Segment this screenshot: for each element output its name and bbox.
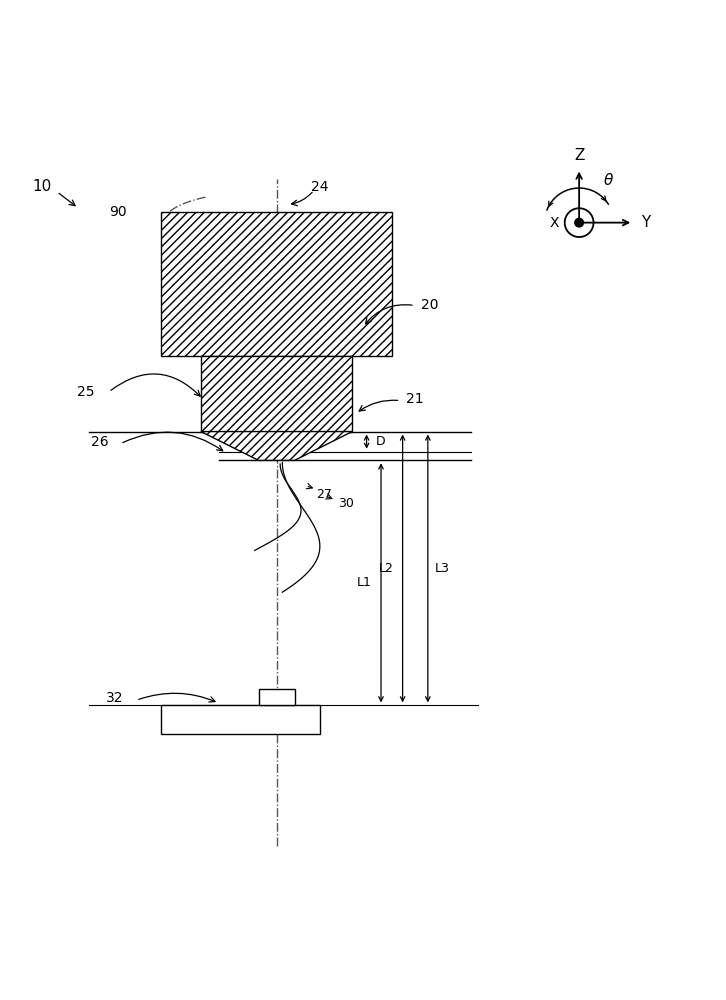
Bar bbox=[161, 212, 392, 356]
Text: 26: 26 bbox=[91, 435, 109, 449]
Text: θ: θ bbox=[603, 173, 613, 188]
Polygon shape bbox=[201, 432, 352, 460]
Text: 21: 21 bbox=[407, 392, 424, 406]
Text: L3: L3 bbox=[435, 562, 450, 575]
Text: L1: L1 bbox=[356, 576, 372, 589]
Bar bbox=[201, 356, 352, 432]
Text: 27: 27 bbox=[316, 488, 332, 501]
Bar bbox=[161, 705, 319, 734]
Text: L2: L2 bbox=[378, 562, 393, 575]
Text: D: D bbox=[376, 435, 386, 448]
Text: 24: 24 bbox=[311, 180, 329, 194]
Text: 32: 32 bbox=[106, 691, 123, 705]
Text: 30: 30 bbox=[338, 497, 354, 510]
Text: 25: 25 bbox=[77, 385, 94, 399]
Text: 10: 10 bbox=[33, 179, 52, 194]
Text: X: X bbox=[550, 216, 559, 230]
Text: Z: Z bbox=[574, 148, 584, 163]
Text: 90: 90 bbox=[109, 205, 127, 219]
Bar bbox=[258, 689, 295, 705]
Text: Y: Y bbox=[642, 215, 650, 230]
Text: 20: 20 bbox=[420, 298, 438, 312]
Circle shape bbox=[575, 218, 584, 227]
